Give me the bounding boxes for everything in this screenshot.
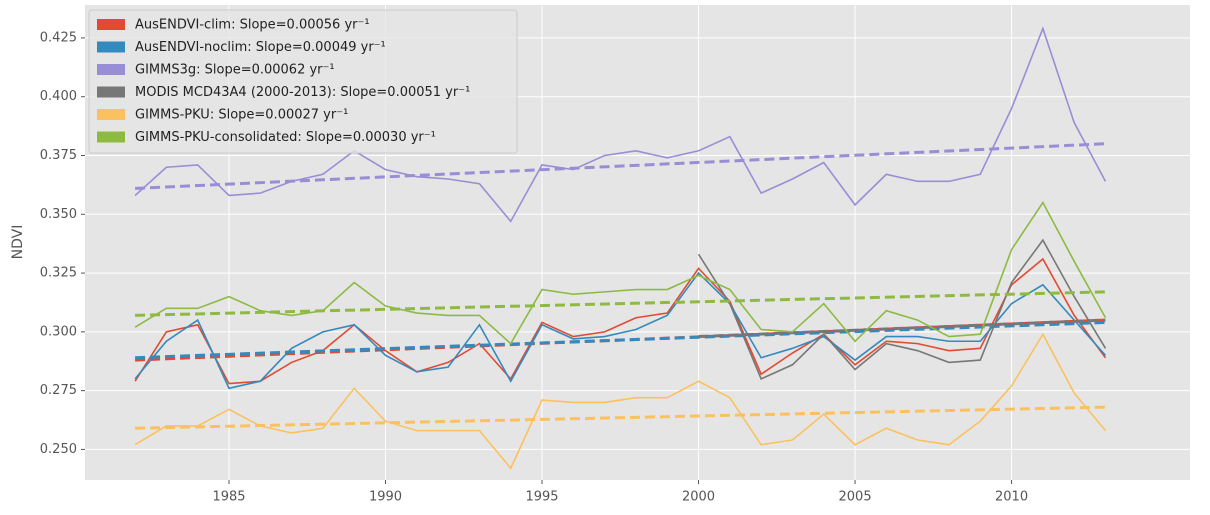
- legend-label: GIMMS3g: Slope=0.00062 yr⁻¹: [135, 63, 335, 78]
- y-tick-label: 0.350: [40, 207, 77, 222]
- legend-label: MODIS MCD43A4 (2000-2013): Slope=0.00051…: [135, 85, 470, 100]
- series-line: [134, 200, 1107, 345]
- legend-swatch: [97, 131, 125, 143]
- legend-swatch: [97, 64, 125, 75]
- trend-line: [135, 405, 1106, 430]
- x-tick-label: 2000: [682, 490, 715, 505]
- legend-swatch: [97, 41, 125, 53]
- x-tick-label: 1995: [525, 490, 558, 505]
- legend-swatch: [97, 109, 125, 120]
- trend-line: [135, 290, 1106, 317]
- x-tick-label: 2010: [995, 490, 1028, 505]
- x-tick-label: 2005: [839, 490, 872, 505]
- trend-line: [135, 142, 1106, 190]
- legend-label: GIMMS-PKU: Slope=0.00027 yr⁻¹: [135, 108, 348, 123]
- y-tick-label: 0.250: [40, 442, 77, 457]
- x-tick-label: 1985: [212, 490, 245, 505]
- series-line: [134, 332, 1107, 470]
- y-axis-label: NDVI: [10, 225, 26, 260]
- legend-swatch: [97, 19, 125, 30]
- legend-label: GIMMS-PKU-consolidated: Slope=0.00030 yr…: [135, 130, 436, 145]
- series-line: [134, 271, 1107, 390]
- series-line: [134, 26, 1107, 223]
- x-tick-label: 1990: [369, 490, 402, 505]
- y-tick-label: 0.375: [40, 148, 77, 163]
- legend-swatch: [97, 86, 125, 98]
- legend-label: AusENDVI-noclim: Slope=0.00049 yr⁻¹: [135, 40, 386, 55]
- y-tick-label: 0.275: [40, 383, 77, 398]
- series-line: [134, 257, 1107, 385]
- legend-label: AusENDVI-clim: Slope=0.00056 yr⁻¹: [135, 18, 370, 33]
- series-line: [697, 238, 1107, 380]
- y-tick-label: 0.300: [40, 324, 77, 339]
- trend-line: [698, 318, 1106, 339]
- trend-line: [135, 320, 1106, 360]
- y-tick-label: 0.400: [40, 89, 77, 104]
- y-tick-label: 0.325: [40, 266, 77, 281]
- y-tick-label: 0.425: [40, 30, 77, 45]
- legend-box: [88, 9, 518, 154]
